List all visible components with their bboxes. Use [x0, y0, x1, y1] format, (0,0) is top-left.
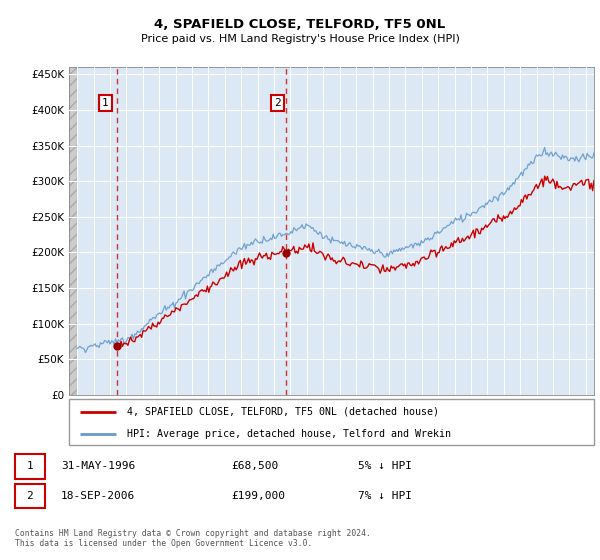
Text: £199,000: £199,000 — [231, 491, 285, 501]
Text: 2: 2 — [274, 98, 281, 108]
FancyBboxPatch shape — [15, 454, 45, 479]
Text: 4, SPAFIELD CLOSE, TELFORD, TF5 0NL: 4, SPAFIELD CLOSE, TELFORD, TF5 0NL — [154, 18, 446, 31]
Text: Price paid vs. HM Land Registry's House Price Index (HPI): Price paid vs. HM Land Registry's House … — [140, 34, 460, 44]
Text: 5% ↓ HPI: 5% ↓ HPI — [358, 461, 412, 472]
Text: HPI: Average price, detached house, Telford and Wrekin: HPI: Average price, detached house, Telf… — [127, 429, 451, 438]
Text: 4, SPAFIELD CLOSE, TELFORD, TF5 0NL (detached house): 4, SPAFIELD CLOSE, TELFORD, TF5 0NL (det… — [127, 407, 439, 417]
Bar — [69, 67, 77, 395]
Text: Contains HM Land Registry data © Crown copyright and database right 2024.
This d: Contains HM Land Registry data © Crown c… — [15, 529, 371, 548]
FancyBboxPatch shape — [69, 399, 594, 445]
Text: 1: 1 — [26, 461, 33, 472]
Text: £68,500: £68,500 — [231, 461, 278, 472]
FancyBboxPatch shape — [15, 484, 45, 508]
Text: 18-SEP-2006: 18-SEP-2006 — [61, 491, 135, 501]
Text: 1: 1 — [102, 98, 109, 108]
Text: 31-MAY-1996: 31-MAY-1996 — [61, 461, 135, 472]
Text: 2: 2 — [26, 491, 33, 501]
Text: 7% ↓ HPI: 7% ↓ HPI — [358, 491, 412, 501]
